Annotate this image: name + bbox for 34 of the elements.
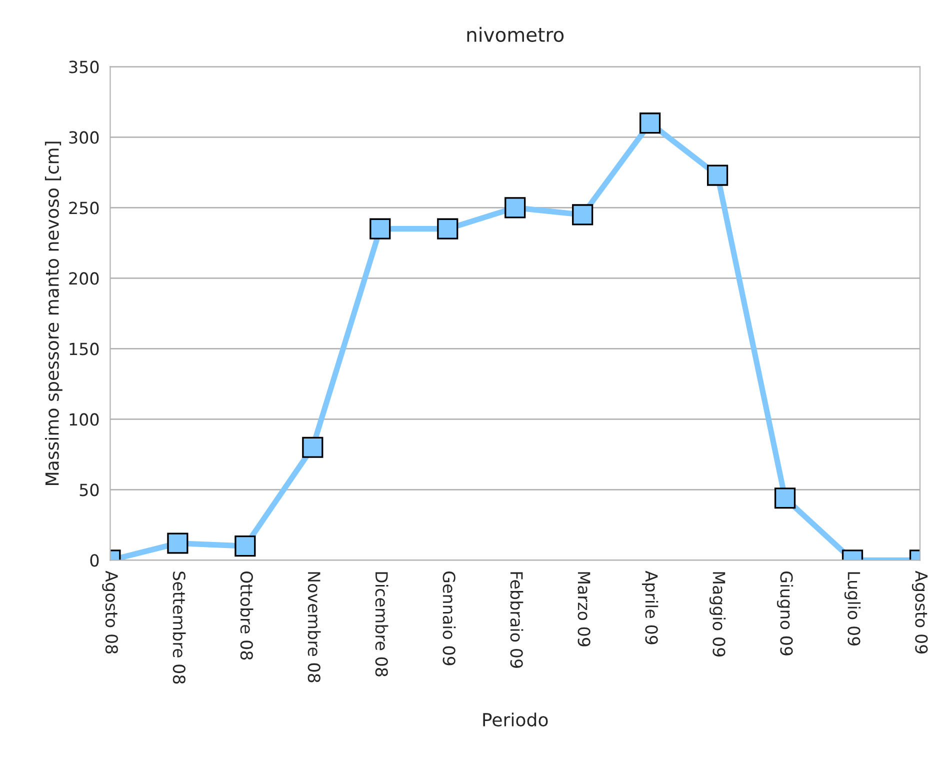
x-tick-label: Marzo 09 [578, 572, 590, 646]
point [640, 112, 661, 134]
x-tick-label: Agosto 09 [912, 570, 928, 654]
x-tick-label: Febbraio 09 [510, 572, 524, 668]
x-tick-label: Maggio 09 [709, 572, 726, 656]
point [572, 204, 594, 226]
point [370, 218, 391, 240]
point [302, 436, 324, 458]
x-tick-label: Aprile 09 [642, 570, 658, 644]
y-tick-label: 0 [90, 554, 99, 567]
x-tick-label: Settembre 08 [172, 572, 186, 684]
y-tick-label: 100 [70, 413, 99, 426]
x-tick-label: Novembre 08 [308, 572, 321, 682]
point [774, 488, 796, 509]
x-tick-label: Gennaio 09 [442, 572, 456, 666]
x-axis-title: Periodo [483, 712, 548, 727]
y-axis-title: Massimo spessore manto nevoso [cm] [44, 142, 62, 485]
point [706, 164, 728, 186]
point [234, 536, 256, 557]
point [167, 532, 188, 554]
y-tick-label: 50 [80, 484, 99, 496]
y-tick-label: 350 [69, 60, 99, 74]
x-tick-label: Agosto 08 [102, 570, 118, 654]
y-tick-label: 150 [70, 342, 99, 356]
chart-title: nivometro [467, 26, 564, 42]
x-tick-label: Ottobre 08 [240, 572, 254, 660]
x-tick-label: Luglio 09 [844, 572, 861, 646]
y-tick-label: 250 [69, 202, 99, 214]
y-tick-label: 300 [69, 131, 99, 144]
point [437, 218, 458, 240]
point [504, 197, 526, 218]
x-tick-label: Giugno 09 [776, 572, 794, 656]
y-tick-label: 200 [69, 272, 99, 285]
x-tick-label: Dicembre 08 [375, 572, 388, 676]
